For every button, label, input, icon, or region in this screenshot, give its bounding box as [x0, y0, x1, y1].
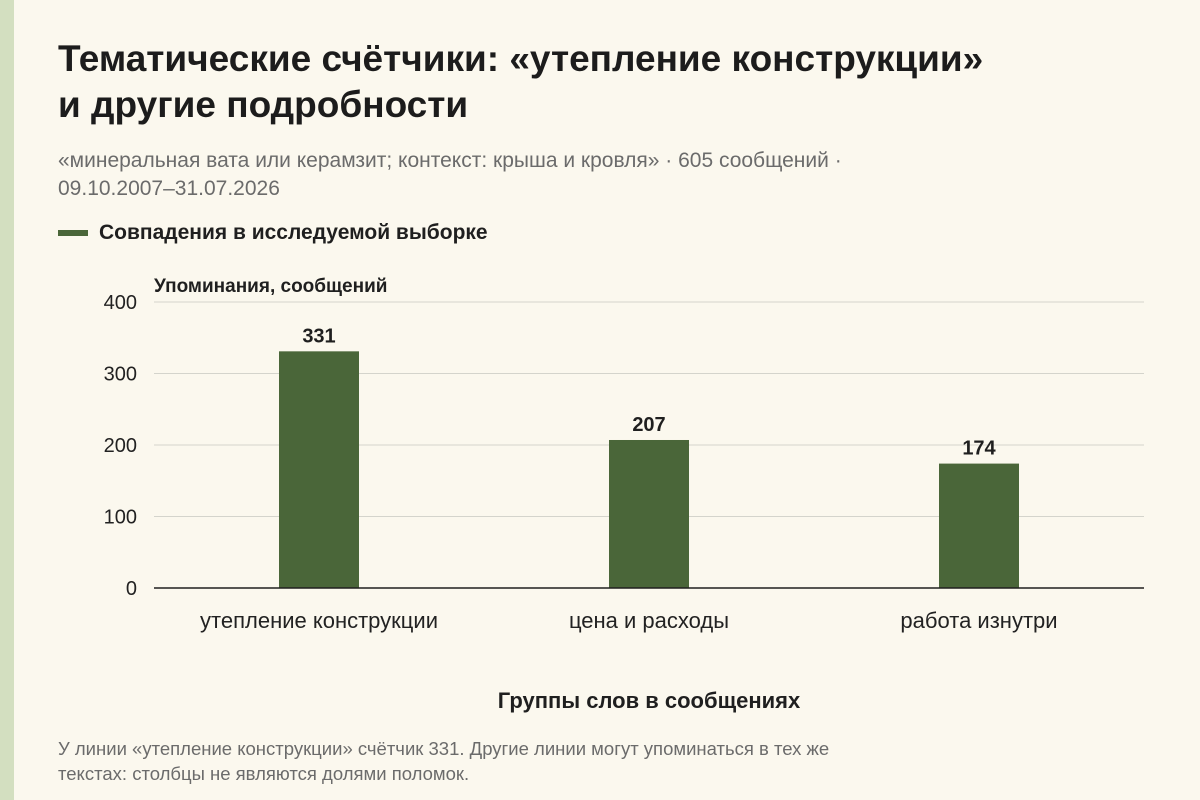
chart-subtitle-line-1: «минеральная вата или керамзит; контекст… — [58, 149, 842, 172]
footnote: У линии «утепление конструкции» счётчик … — [58, 736, 1158, 786]
chart-subtitle-line-2: 09.10.2007–31.07.2026 — [58, 177, 280, 200]
y-axis-title: Упоминания, сообщений — [154, 276, 387, 297]
bar-value-label: 207 — [632, 414, 665, 436]
legend-swatch — [58, 230, 88, 236]
y-axis-ticks: 0 100 200 300 400 — [104, 292, 137, 600]
bar — [609, 439, 689, 588]
bars — [279, 351, 1019, 588]
chart-title-line-2: и другие подробности — [58, 84, 469, 125]
legend-label: Совпадения в исследуемой выборке — [99, 221, 488, 244]
chart-legend: Совпадения в исследуемой выборке — [58, 219, 488, 247]
chart-subtitle: «минеральная вата или керамзит; контекст… — [58, 147, 1158, 203]
footnote-line-2: текстах: столбцы не являются долями поло… — [58, 763, 470, 784]
x-tick-label: утепление конструкции — [200, 608, 438, 633]
chart-title: Тематические счётчики: «утепление констр… — [58, 36, 1158, 128]
bar — [279, 351, 359, 588]
x-axis-title: Группы слов в сообщениях — [498, 688, 801, 713]
y-tick-label: 0 — [126, 578, 137, 600]
x-tick-label: цена и расходы — [569, 608, 729, 633]
y-tick-label: 300 — [104, 364, 137, 386]
bar-value-label: 174 — [962, 438, 996, 460]
chart-title-line-1: Тематические счётчики: «утепление констр… — [58, 38, 984, 79]
left-accent-stripe — [0, 0, 14, 800]
y-tick-label: 100 — [104, 507, 137, 529]
data-labels: 331 207 174 — [302, 325, 996, 459]
x-axis-ticks: утепление конструкции цена и расходы работ… — [200, 608, 1058, 633]
footnote-line-1: У линии «утепление конструкции» счётчик … — [58, 738, 830, 759]
y-tick-label: 400 — [104, 292, 137, 314]
bar — [939, 463, 1019, 588]
x-tick-label: работа изнутри — [900, 608, 1057, 633]
bar-value-label: 331 — [302, 325, 335, 347]
y-tick-label: 200 — [104, 435, 137, 457]
